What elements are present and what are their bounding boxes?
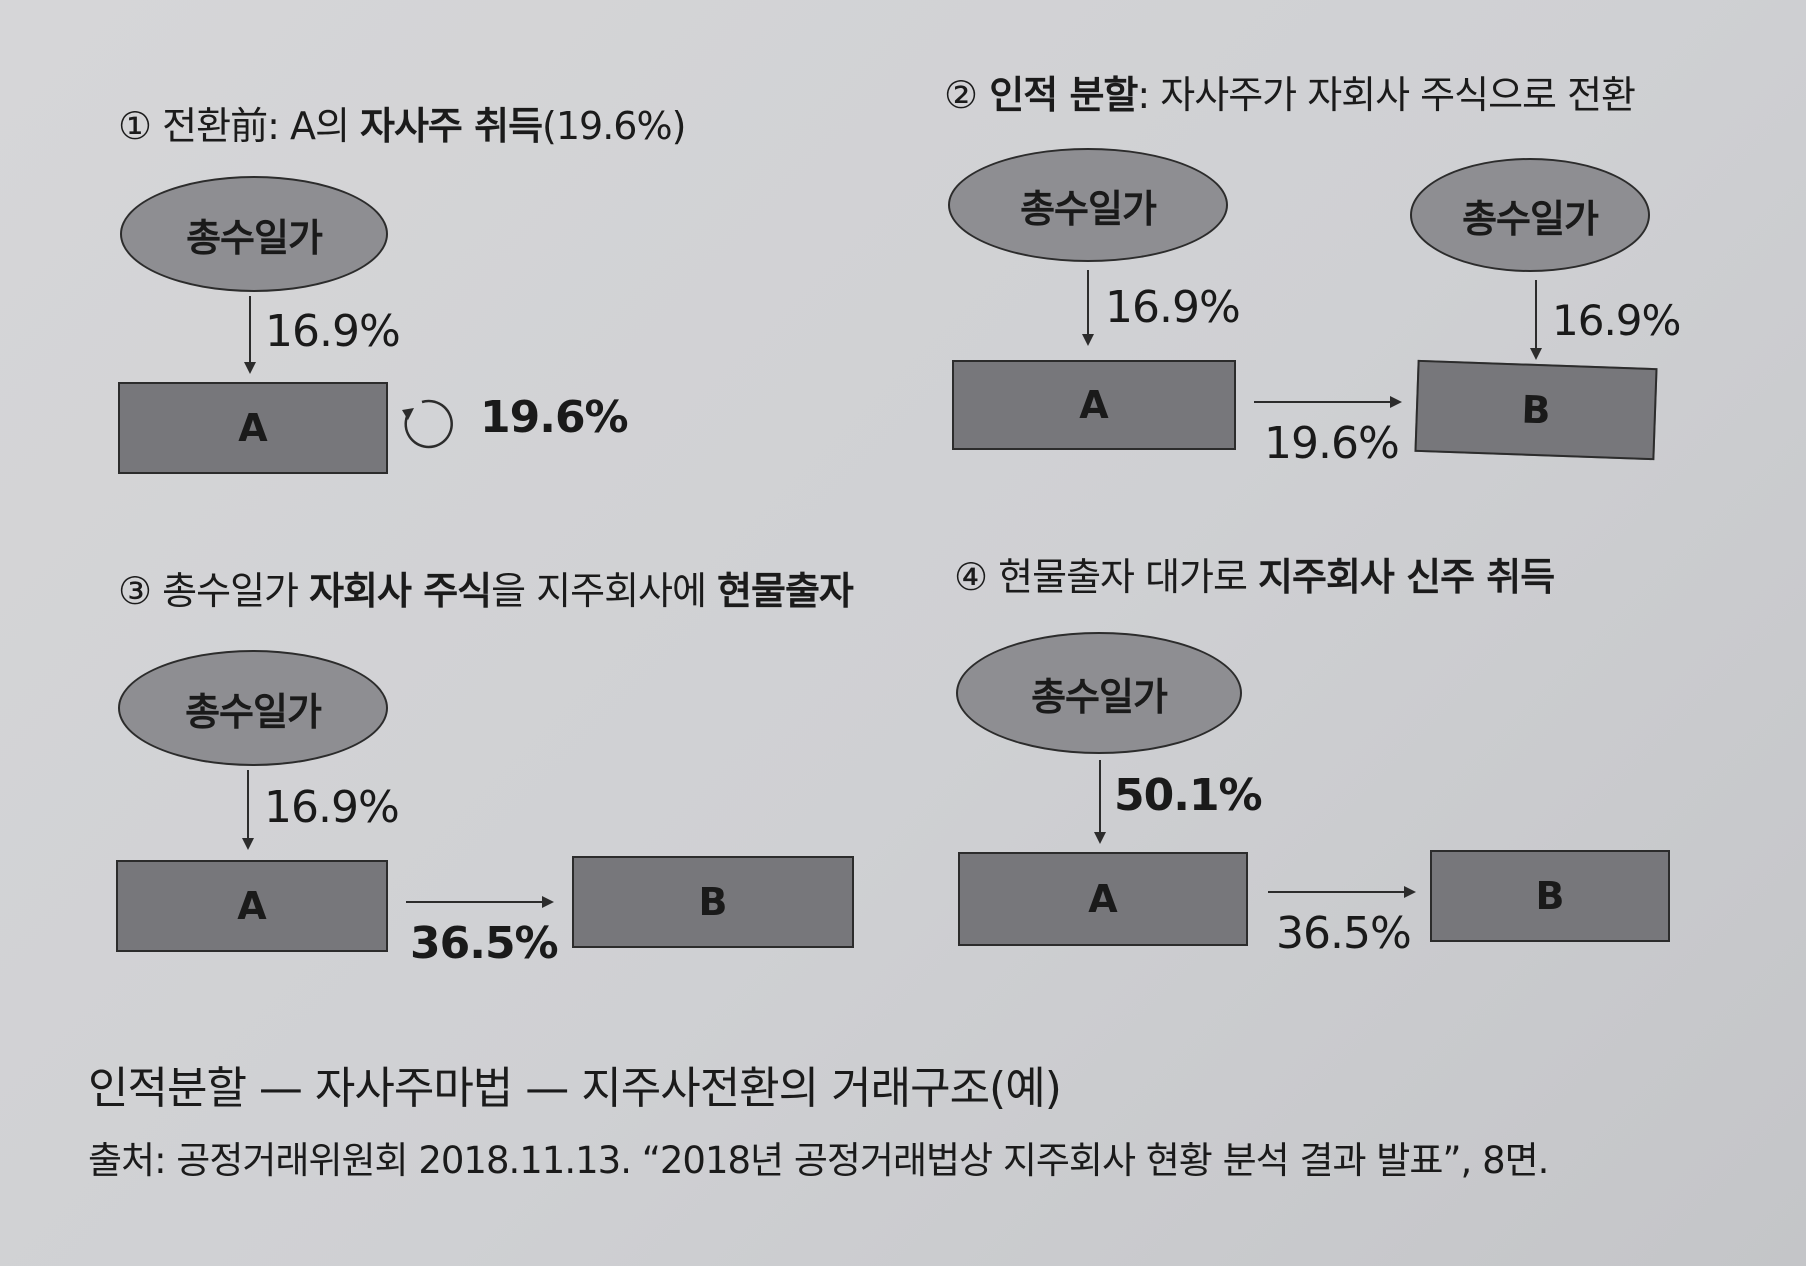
panel2-pct-down-b: 16.9% <box>1552 296 1681 345</box>
panel3-arrow-a-to-b <box>406 896 554 908</box>
panel4-pct-down: 50.1% <box>1114 770 1263 821</box>
panel4-box-a: A <box>958 852 1248 946</box>
figure-source: 출처: 공정거래위원회 2018.11.13. “2018년 공정거래법상 지주… <box>88 1139 1549 1182</box>
panel4-arrow-down <box>1094 760 1106 844</box>
panel3-pct-a-to-b: 36.5% <box>410 918 559 969</box>
panel2-pct-down-a: 16.9% <box>1105 282 1241 333</box>
panel1-ellipse-owner-family: 총수일가 <box>120 176 388 292</box>
panel2-box-b: B <box>1414 359 1658 461</box>
panel4-pct-a-to-b: 36.5% <box>1276 908 1412 959</box>
panel4-box-b: B <box>1430 850 1670 942</box>
panel2-number: ② <box>944 73 978 117</box>
panel1-number: ① <box>118 104 152 148</box>
panel1-pct-down: 16.9% <box>265 306 401 357</box>
panel3-ellipse-owner-family: 총수일가 <box>118 650 388 766</box>
panel3-arrow-down <box>242 770 254 850</box>
panel1-box-a: A <box>118 382 388 474</box>
panel3-pct-down: 16.9% <box>264 782 400 833</box>
panel1-pct-self: 19.6% <box>480 392 629 443</box>
panel4-arrow-a-to-b <box>1268 886 1416 898</box>
panel2-title: ② 인적 분할: 자사주가 자회사 주식으로 전환 <box>944 73 1636 117</box>
panel3-box-a: A <box>116 860 388 952</box>
panel1-arrow-down <box>244 296 256 374</box>
panel1-title: ① 전환前: A의 자사주 취득(19.6%) <box>118 104 686 148</box>
panel4-title: ④ 현물출자 대가로 지주회사 신주 취득 <box>954 555 1555 599</box>
panel3-box-b: B <box>572 856 854 948</box>
panel2-arrow-a-to-b <box>1254 396 1402 408</box>
panel2-arrow-down-b <box>1530 280 1542 360</box>
panel2-arrow-down-a <box>1082 270 1094 346</box>
panel3-title: ③ 총수일가 자회사 주식을 지주회사에 현물출자 <box>118 569 854 613</box>
panel2-ellipse-owner-family-b: 총수일가 <box>1410 158 1650 272</box>
panel2-box-a: A <box>952 360 1236 450</box>
figure-caption: 인적분할 — 자사주마법 — 지주사전환의 거래구조(예) <box>88 1063 1062 1114</box>
panel4-number: ④ <box>954 555 988 599</box>
panel4-ellipse-owner-family: 총수일가 <box>956 632 1242 754</box>
panel1-self-cycle-icon <box>402 399 453 449</box>
panel3-number: ③ <box>118 569 152 613</box>
panel2-ellipse-owner-family-a: 총수일가 <box>948 148 1228 262</box>
panel2-pct-a-to-b: 19.6% <box>1264 418 1400 469</box>
